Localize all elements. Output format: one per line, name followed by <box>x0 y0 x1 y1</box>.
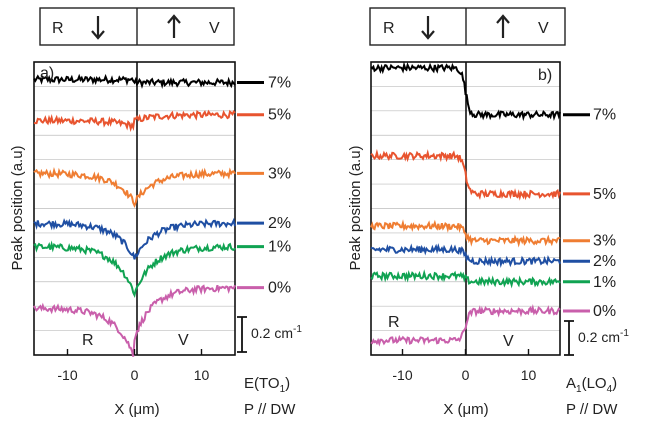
series-group-b <box>370 61 561 347</box>
legend-label-2%: 2% <box>268 215 291 232</box>
arrow-down-icon <box>91 16 105 40</box>
x-tick-label: 0 <box>131 367 139 383</box>
domain-box-b <box>369 7 566 46</box>
mode-label-a: E(TO1) <box>244 375 290 395</box>
panel-label-b: b) <box>538 67 552 84</box>
x-ticks-b: -10 0 10 <box>392 349 536 383</box>
domain-box-right-letter-a: V <box>209 20 220 37</box>
series-line-5% <box>370 148 561 201</box>
panel-label-a: a) <box>40 65 54 82</box>
series-line-3% <box>33 167 236 208</box>
legend-label-3%: 3% <box>268 165 291 182</box>
legend-label-5%: 5% <box>268 107 291 124</box>
series-group-a <box>33 73 236 357</box>
polarization-label-a: P // DW <box>244 401 296 418</box>
series-line-1% <box>370 269 561 289</box>
series-line-3% <box>370 219 561 248</box>
legend-label-7%: 7% <box>593 107 616 124</box>
y-axis-label-a: Peak position (a.u) <box>9 145 26 270</box>
series-line-0% <box>370 304 561 347</box>
scale-bar-label-b: 0.2 cm-1 <box>578 328 629 345</box>
legend-label-0%: 0% <box>593 303 616 320</box>
x-tick-label: 10 <box>521 367 537 383</box>
arrow-up-icon <box>496 14 510 38</box>
scale-bar-label-a: 0.2 cm-1 <box>251 324 302 341</box>
legend-label-1%: 1% <box>268 239 291 256</box>
panel-a: R V a) R V -10 0 10 Peak position (a.u) X … <box>9 7 302 418</box>
domain-box-left-letter-b: R <box>383 20 395 37</box>
series-line-7% <box>370 61 561 122</box>
x-tick-label: -10 <box>392 367 412 383</box>
x-axis-label-b: X (μm) <box>443 401 488 418</box>
scale-bar-a <box>237 316 247 353</box>
panel-b: R V b) R V -10 0 10 Peak position (a.u) X … <box>347 7 629 418</box>
x-axis-label-a: X (μm) <box>114 401 159 418</box>
x-tick-label: -10 <box>57 367 77 383</box>
polarization-label-b: P // DW <box>566 401 618 418</box>
series-line-2% <box>370 243 561 269</box>
legend-a: 7% 5% 3% 2% 1% 0% <box>237 75 291 297</box>
series-line-0% <box>33 284 236 357</box>
series-line-7% <box>33 73 236 90</box>
legend-label-2%: 2% <box>593 253 616 270</box>
region-label-r-a: R <box>82 332 94 349</box>
domain-box-left-letter-a: R <box>52 20 64 37</box>
legend-label-7%: 7% <box>268 75 291 92</box>
region-label-v-a: V <box>178 332 189 349</box>
region-label-r-b: R <box>388 314 400 331</box>
legend-label-0%: 0% <box>268 280 291 297</box>
scale-bar-b <box>564 320 574 356</box>
x-tick-label: 0 <box>462 367 470 383</box>
x-tick-label: 10 <box>194 367 210 383</box>
legend-label-5%: 5% <box>593 186 616 203</box>
series-line-5% <box>33 109 236 133</box>
series-line-1% <box>33 240 236 298</box>
legend-b: 7% 5% 3% 2% 1% 0% <box>563 107 616 320</box>
region-label-v-b: V <box>503 333 514 350</box>
series-line-2% <box>33 217 236 260</box>
y-axis-label-b: Peak position (a.u) <box>347 145 364 270</box>
arrow-up-icon <box>167 14 181 38</box>
legend-label-1%: 1% <box>593 274 616 291</box>
arrow-down-icon <box>421 16 435 40</box>
mode-label-b: A1(LO4) <box>566 375 617 395</box>
domain-box-right-letter-b: V <box>538 20 549 37</box>
legend-label-3%: 3% <box>593 233 616 250</box>
x-ticks-a: -10 0 10 <box>57 349 209 383</box>
